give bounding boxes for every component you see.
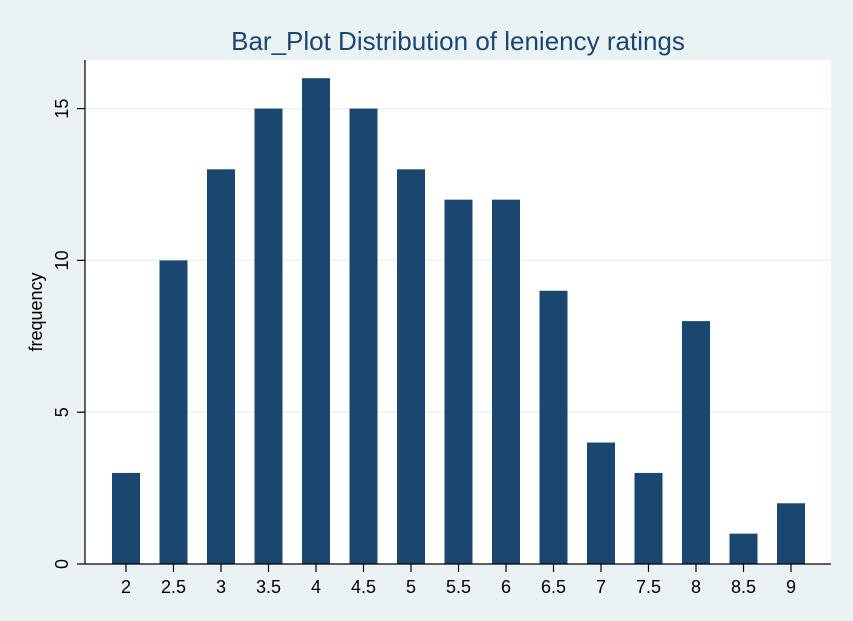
- axes: [77, 60, 831, 572]
- y-axis-label: frequency: [26, 272, 46, 351]
- bar-6.5: [539, 290, 568, 564]
- x-tick-label-3: 3: [216, 577, 226, 597]
- x-tick-label-6.5: 6.5: [541, 577, 566, 597]
- bar-8: [682, 321, 710, 564]
- bar-9: [777, 503, 805, 564]
- bar-2.5: [159, 260, 188, 564]
- y-tick-label-10: 10: [52, 250, 72, 270]
- x-tick-label-8.5: 8.5: [731, 577, 756, 597]
- y-tick-label-0: 0: [52, 559, 72, 569]
- bar-7.5: [634, 472, 663, 564]
- bar-4: [302, 78, 330, 565]
- bars: [112, 78, 805, 565]
- x-tick-label-7.5: 7.5: [636, 577, 661, 597]
- bar-8.5: [729, 533, 758, 564]
- bar-4.5: [349, 108, 378, 565]
- x-tick-label-8: 8: [691, 577, 701, 597]
- x-tick-label-7: 7: [596, 577, 606, 597]
- bar-2: [112, 472, 140, 564]
- y-tick-label-15: 15: [52, 99, 72, 119]
- y-tick-label-5: 5: [52, 407, 72, 417]
- bar-6: [492, 199, 520, 564]
- chart-title: Bar_Plot Distribution of leniency rating…: [231, 26, 685, 56]
- x-tick-label-5: 5: [406, 577, 416, 597]
- bar-7: [587, 442, 615, 564]
- x-tick-label-4.5: 4.5: [351, 577, 376, 597]
- bar-3.5: [254, 108, 283, 565]
- bar-5: [397, 169, 425, 564]
- x-tick-label-2.5: 2.5: [161, 577, 186, 597]
- bar-3: [207, 169, 235, 564]
- tick-labels: 0 5 10 15 2 2.5 3 3.5 4 4.5 5 5.5 6 6.5 7 7.5 8 8.5 9: [52, 99, 796, 597]
- bar-5.5: [444, 199, 473, 564]
- x-tick-label-5.5: 5.5: [446, 577, 471, 597]
- x-tick-label-9: 9: [786, 577, 796, 597]
- x-tick-label-2: 2: [121, 577, 131, 597]
- x-tick-label-3.5: 3.5: [256, 577, 281, 597]
- x-tick-label-6: 6: [501, 577, 511, 597]
- x-tick-label-4: 4: [311, 577, 321, 597]
